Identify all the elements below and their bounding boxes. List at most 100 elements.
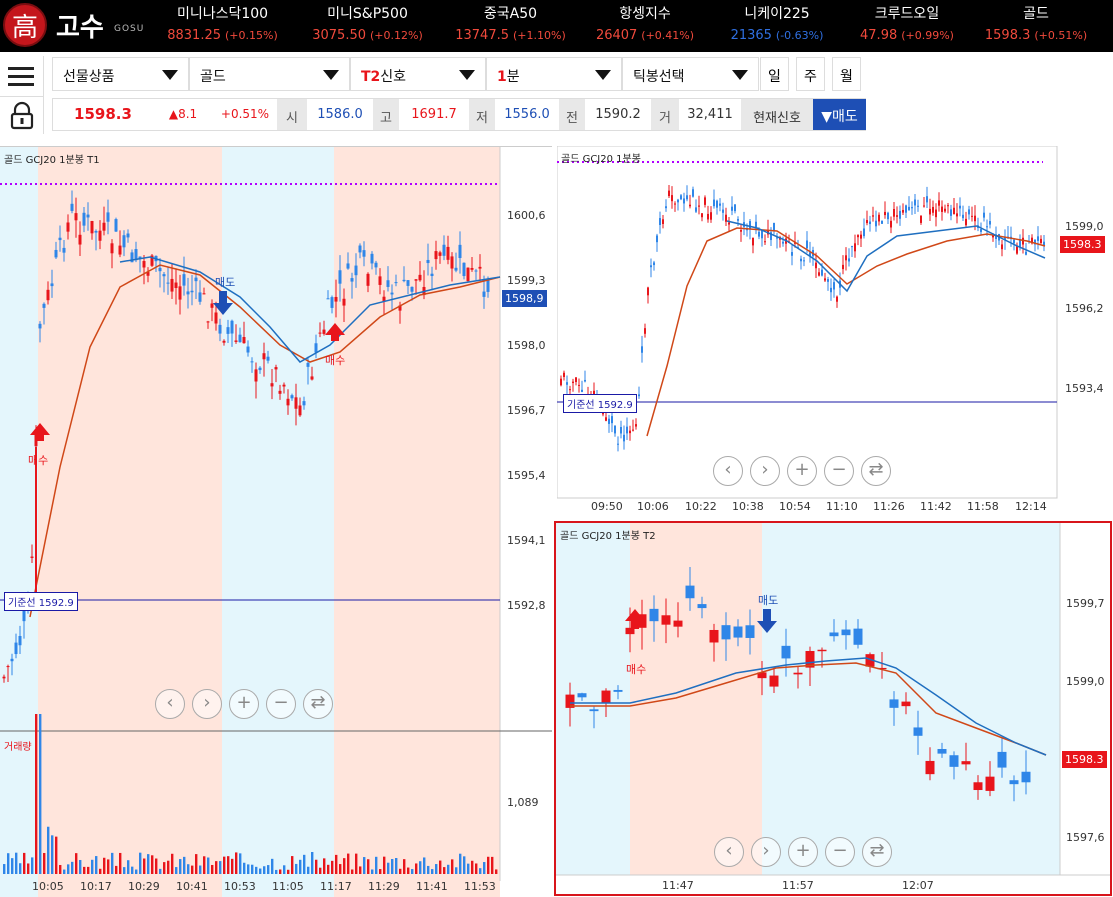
volume-bar [167, 860, 170, 874]
buy-zone [0, 147, 38, 897]
volume-bar [335, 854, 338, 874]
candle-body [366, 273, 370, 286]
candle-body [162, 274, 166, 277]
candle-body [974, 215, 976, 222]
period-month-button[interactable]: 월 [832, 57, 861, 91]
symbol-select[interactable]: 골드 [189, 57, 350, 91]
current-signal-sell-button[interactable]: ▼매도 [813, 99, 866, 130]
chart-t1-panel[interactable]: 골드 GCJ20 1분봉 T1 매수 매수 매도 1600,6 1599,3 1… [0, 146, 552, 897]
volume-bar [343, 858, 346, 874]
chevron-right-icon[interactable]: › [751, 837, 781, 867]
ticker-sp500[interactable]: 미니S&P500 3075.50 (+0.12%) [305, 3, 430, 43]
volume-bar [383, 856, 386, 874]
reset-icon[interactable]: ⇄ [861, 456, 891, 486]
y-tick: 1597,6 [1066, 831, 1105, 844]
chart-t1-canvas[interactable] [0, 147, 552, 897]
product-select[interactable]: 선물상품 [52, 57, 189, 91]
candle-body [611, 416, 613, 424]
zoom-out-icon[interactable]: − [825, 837, 855, 867]
ticker-gold[interactable]: 골드 1598.3 (+0.51%) [980, 3, 1092, 43]
interval-select[interactable]: 1분 [486, 57, 622, 91]
volume-bar [403, 859, 406, 874]
candle-body [578, 384, 580, 386]
volume-bar [399, 868, 402, 874]
zoom-in-icon[interactable]: + [787, 456, 817, 486]
volume-bar [435, 864, 438, 874]
chevron-right-icon[interactable]: › [192, 689, 222, 719]
y-tick: 1599,3 [507, 274, 546, 287]
x-tick: 10:06 [637, 500, 669, 513]
candle-body [809, 252, 811, 257]
candle-body [2, 676, 6, 679]
tick-select[interactable]: 틱봉선택 [622, 57, 759, 91]
volume-bar [203, 856, 206, 874]
volume-label: 거래량 [4, 742, 32, 753]
zoom-out-icon[interactable]: − [266, 689, 296, 719]
candle-body [857, 235, 859, 238]
logo-icon[interactable]: 高 [3, 3, 47, 47]
period-day-button[interactable]: 일 [760, 57, 789, 91]
zoom-in-icon[interactable]: + [229, 689, 259, 719]
current-price-tag: 1598,9 [502, 290, 547, 307]
candle-body [662, 219, 664, 225]
ticker-nikkei[interactable]: 니케이225 21365 (-0.63%) [717, 3, 837, 43]
candle-body [482, 291, 486, 297]
volume-bar [223, 856, 226, 874]
reset-icon[interactable]: ⇄ [303, 689, 333, 719]
candle-body [10, 658, 14, 662]
candle-body [138, 256, 142, 259]
chart-t2-panel[interactable]: 골드 GCJ20 1분봉 T2 매수 매도 1599,7 1599,0 1597… [554, 521, 1112, 896]
hamburger-menu-icon[interactable] [0, 56, 44, 96]
chevron-left-icon[interactable]: ‹ [714, 837, 744, 867]
candle-body [254, 369, 258, 382]
volume-bar [139, 852, 142, 874]
candle-body [893, 208, 895, 217]
plot-area [557, 146, 1058, 499]
signal-select[interactable]: T2신호 [350, 57, 486, 91]
x-tick: 10:29 [128, 880, 160, 893]
volume-bar [75, 853, 78, 874]
chart-overview-panel[interactable]: 골드 GCJ20 1분봉 1599,0 1596,2 1593,4 1598.3… [557, 146, 1113, 518]
ticker-crude-oil[interactable]: 크루드오일 47.98 (+0.99%) [852, 3, 962, 43]
volume-bar [39, 714, 42, 874]
logo-text[interactable]: 고수 [56, 13, 104, 43]
chart-t2-canvas[interactable] [556, 523, 1110, 894]
zoom-in-icon[interactable]: + [788, 837, 818, 867]
chevron-left-icon[interactable]: ‹ [713, 456, 743, 486]
ticker-china-a50[interactable]: 중국A50 13747.5 (+1.10%) [448, 3, 573, 43]
volume-bar [271, 858, 274, 874]
volume-bar [447, 864, 450, 874]
candle-body [262, 353, 266, 360]
period-week-button[interactable]: 주 [796, 57, 825, 91]
candle-body [266, 356, 270, 361]
chart-overview-canvas[interactable] [557, 146, 1113, 518]
candle-body [350, 278, 354, 282]
chevron-right-icon[interactable]: › [750, 456, 780, 486]
volume-bar [191, 865, 194, 874]
candle-body [322, 329, 326, 334]
ticker-nasdaq[interactable]: 미니나스닥100 8831.25 (+0.15%) [160, 3, 285, 43]
candle-body [829, 632, 839, 637]
candle-body [106, 212, 110, 222]
candle-body [374, 262, 378, 268]
moving-average-fast [119, 256, 501, 363]
candle-body [338, 270, 342, 284]
candle-body [953, 207, 955, 215]
candle-body [629, 430, 631, 434]
ticker-hangseng[interactable]: 항셍지수 26407 (+0.41%) [585, 3, 705, 43]
ticker-change: (+0.99%) [901, 29, 954, 42]
chart-nav-controls: ‹ › + − ⇄ [155, 689, 333, 719]
zoom-out-icon[interactable]: − [824, 456, 854, 486]
candle-body [346, 263, 350, 269]
candle-body [290, 395, 294, 399]
candle-body [701, 213, 703, 218]
chevron-left-icon[interactable]: ‹ [155, 689, 185, 719]
lock-icon[interactable] [0, 96, 44, 134]
ticker-name: 항셍지수 [619, 6, 671, 22]
candle-body [875, 220, 877, 227]
volume-bar [63, 869, 66, 874]
candle-body [362, 250, 366, 257]
reset-icon[interactable]: ⇄ [862, 837, 892, 867]
candle-body [781, 645, 791, 659]
volume-bar [19, 863, 22, 874]
